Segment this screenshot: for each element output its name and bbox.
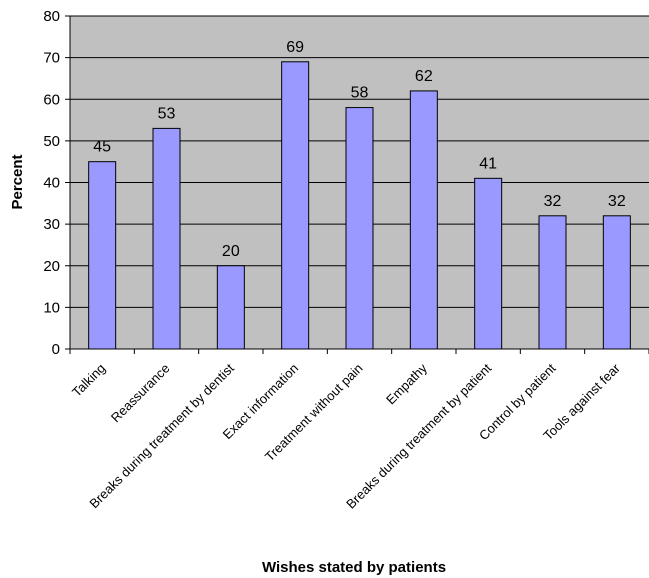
bar — [409, 90, 438, 350]
bar-value-label: 32 — [544, 193, 562, 210]
y-tick-label: 10 — [43, 299, 60, 316]
axes — [65, 15, 649, 354]
bar — [538, 215, 567, 350]
bar-value-label: 41 — [479, 155, 497, 172]
category-label: Empathy — [383, 360, 430, 407]
bar — [345, 107, 374, 350]
bar — [474, 177, 503, 350]
category-label: Talking — [69, 361, 108, 400]
bar — [281, 61, 310, 350]
bars — [88, 61, 631, 350]
bar — [88, 161, 117, 350]
y-axis-title: Percent — [9, 154, 26, 209]
y-tick-label: 60 — [43, 91, 60, 108]
bar-value-label: 58 — [351, 85, 369, 102]
bar — [152, 127, 181, 350]
y-tick-label: 30 — [43, 216, 60, 233]
y-tick-label: 80 — [43, 8, 60, 25]
category-label: Breaks during treatment by dentist — [86, 360, 237, 511]
bar-value-label: 69 — [286, 39, 304, 56]
bar-value-label: 45 — [93, 139, 111, 156]
category-label: Breaks during treatment by patient — [343, 360, 494, 511]
bar-value-label: 20 — [222, 243, 240, 260]
bar-value-label: 53 — [158, 105, 176, 122]
category-label: Reassurance — [108, 361, 173, 426]
y-tick-label: 0 — [52, 341, 60, 358]
y-tick-label: 20 — [43, 258, 60, 275]
x-axis-title: Wishes stated by patients — [262, 559, 446, 576]
y-tick-label: 50 — [43, 133, 60, 150]
y-tick-label: 40 — [43, 175, 60, 192]
y-tick-label: 70 — [43, 50, 60, 67]
bar — [602, 215, 631, 350]
bar-value-label: 32 — [608, 193, 626, 210]
bar — [216, 265, 245, 350]
bar-value-label: 62 — [415, 68, 433, 85]
